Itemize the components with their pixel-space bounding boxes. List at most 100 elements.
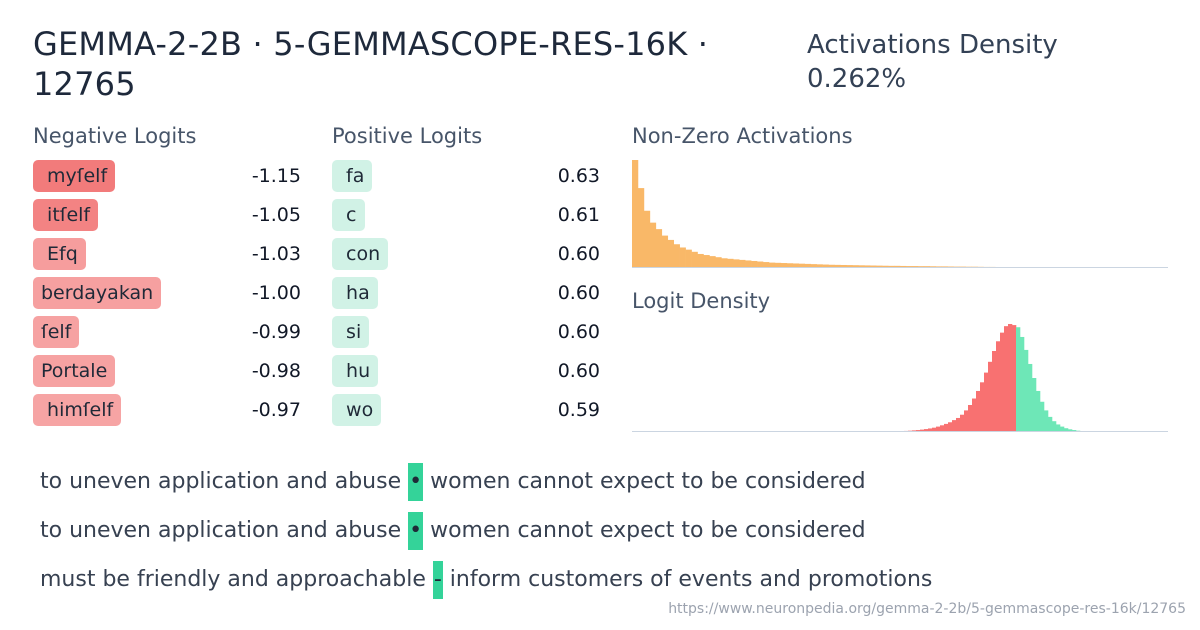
positive-token-pill[interactable]: c [332, 199, 365, 231]
histogram-bar [632, 160, 639, 268]
positive-token-pill[interactable]: hu [332, 355, 379, 387]
positive-logit-row: hu 0.60 [332, 355, 600, 394]
activating-token: - [432, 561, 443, 599]
activation-example[interactable]: to uneven application and abuse • women … [40, 509, 1170, 558]
histogram-bar [1040, 401, 1045, 432]
histogram-bar [1024, 349, 1029, 432]
positive-logit-value: 0.60 [557, 360, 600, 382]
histogram-bar [864, 265, 871, 268]
histogram-bar [661, 235, 669, 268]
histogram-bar [810, 264, 817, 268]
histogram-bar [774, 262, 782, 268]
histogram-bar [1056, 424, 1061, 432]
positive-logit-value: 0.60 [557, 282, 600, 304]
activation-example[interactable]: must be friendly and approachable - info… [40, 558, 1170, 607]
positive-logit-row: wo 0.59 [332, 394, 600, 433]
histogram-bar [976, 390, 981, 432]
negative-logits-list: myſelf -1.15 itſelf -1.05 Efq -1.03 berd… [33, 160, 301, 433]
positive-token-pill[interactable]: wo [332, 394, 382, 426]
feature-title: GEMMA-2-2B · 5-GEMMASCOPE-RES-16K · 1276… [33, 25, 709, 103]
negative-logit-row: myſelf -1.15 [33, 160, 301, 199]
histogram-bar [828, 264, 835, 268]
negative-logit-value: -0.99 [251, 321, 301, 343]
negative-logit-row: berdayakan -1.00 [33, 277, 301, 316]
histogram-bar [964, 410, 969, 432]
histogram-bar [1020, 336, 1025, 432]
example-text-before: to uneven application and abuse [40, 469, 409, 494]
example-text-before: to uneven application and abuse [40, 518, 409, 543]
positive-token-pill[interactable]: ha [332, 277, 378, 309]
negative-logit-row: Portale -0.98 [33, 355, 301, 394]
positive-logit-row: c 0.61 [332, 199, 600, 238]
histogram-bar [1032, 378, 1037, 432]
histogram-bar [804, 263, 811, 268]
histogram-bar [840, 264, 847, 268]
histogram-bar [733, 259, 740, 268]
positive-logit-row: fa 0.63 [332, 160, 600, 199]
histogram-bar [697, 253, 704, 268]
histogram-bar [780, 263, 788, 268]
histogram-bar [1036, 390, 1041, 432]
histogram-bar [745, 260, 752, 268]
histogram-bar [1052, 421, 1057, 432]
activations-density-label: Activations Density [807, 30, 1058, 60]
positive-token-pill[interactable]: fa [332, 160, 373, 192]
histogram-bar [968, 405, 973, 432]
positive-token-pill[interactable]: si [332, 316, 370, 348]
negative-token-pill[interactable]: ſelf [33, 316, 80, 348]
activation-example[interactable]: to uneven application and abuse • women … [40, 460, 1170, 509]
histogram-bar [1028, 363, 1033, 432]
negative-token-pill[interactable]: Efq [33, 238, 86, 270]
histogram-bar [798, 263, 806, 268]
histogram-bar [940, 425, 945, 432]
histogram-bar [1048, 416, 1053, 432]
histogram-bar [763, 262, 770, 268]
histogram-bar [900, 265, 907, 268]
histogram-bar [715, 257, 722, 268]
histogram-bar [888, 265, 895, 268]
histogram-bar [1064, 428, 1069, 432]
positive-logit-value: 0.60 [557, 321, 600, 343]
positive-token-pill[interactable]: con [332, 238, 389, 270]
activating-token: • [408, 512, 424, 550]
histogram-bar [1068, 429, 1073, 432]
histogram-bar [1004, 326, 1009, 432]
negative-logit-value: -0.98 [251, 360, 301, 382]
histogram-bar [894, 265, 901, 268]
example-text-after: women cannot expect to be considered [423, 469, 866, 494]
histogram-bar [721, 258, 728, 268]
histogram-bar [858, 265, 865, 268]
source-url[interactable]: https://www.neuronpedia.org/gemma-2-2b/5… [668, 601, 1186, 617]
negative-logit-value: -1.15 [251, 165, 301, 187]
histogram-bar [980, 382, 985, 432]
negative-token-pill[interactable]: myſelf [33, 160, 116, 192]
non-zero-activations-label: Non-Zero Activations [632, 124, 853, 148]
histogram-bar [637, 188, 645, 268]
positive-logit-row: con 0.60 [332, 238, 600, 277]
histogram-bar [739, 259, 746, 268]
histogram-bar [920, 429, 925, 432]
histogram-bar [673, 244, 680, 268]
activating-token: • [408, 463, 424, 501]
histogram-bar [709, 256, 716, 268]
histogram-bar [679, 247, 686, 268]
positive-logit-value: 0.63 [557, 165, 600, 187]
negative-token-pill[interactable]: himſelf [33, 394, 122, 426]
negative-token-pill[interactable]: itſelf [33, 199, 99, 231]
negative-logit-value: -1.00 [251, 282, 301, 304]
histogram-bar [691, 251, 698, 268]
histogram-bar [1060, 426, 1065, 432]
positive-logits-label: Positive Logits [332, 124, 483, 148]
logit-density-histogram [632, 324, 1168, 432]
positive-logit-value: 0.59 [557, 399, 600, 421]
histogram-bar [768, 262, 776, 268]
positive-logit-row: si 0.60 [332, 316, 600, 355]
histogram-bar [792, 263, 800, 268]
negative-token-pill[interactable]: Portale [33, 355, 116, 387]
histogram-bar [996, 341, 1001, 432]
activations-density: Activations Density 0.262% [807, 28, 1058, 96]
negative-logit-value: -0.97 [251, 399, 301, 421]
histogram-bar [932, 427, 937, 432]
negative-token-pill[interactable]: berdayakan [33, 277, 162, 309]
histogram-bar [876, 265, 883, 268]
